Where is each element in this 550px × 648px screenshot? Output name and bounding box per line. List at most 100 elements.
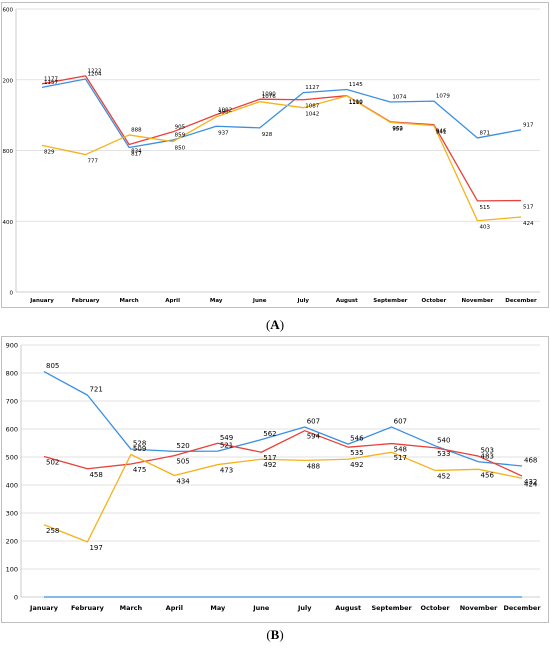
data-label: 562: [263, 430, 276, 438]
data-label: 941: [436, 130, 447, 136]
data-label: 502: [46, 458, 59, 466]
caption-a-letter: A: [270, 317, 280, 332]
data-label: 1127: [305, 85, 319, 91]
data-label: 1002: [218, 107, 232, 113]
data-label: 517: [523, 205, 534, 211]
y-tick-label: 800: [3, 149, 14, 155]
data-label: 505: [176, 458, 189, 466]
y-tick-label: 600: [6, 426, 18, 434]
data-label: 607: [307, 418, 320, 426]
data-label: 937: [218, 130, 229, 136]
x-tick-label: December: [503, 604, 541, 612]
data-label: 1177: [44, 76, 58, 82]
data-label: 1090: [262, 92, 276, 98]
caption-a: (A): [265, 317, 285, 332]
data-label: 424: [524, 480, 538, 488]
y-tick-label: 0: [14, 594, 18, 602]
data-label: 473: [220, 467, 233, 475]
data-label: 456: [481, 471, 495, 479]
data-label: 834: [131, 148, 142, 154]
data-label: 403: [479, 225, 490, 231]
data-label: 888: [131, 127, 142, 133]
data-label: 197: [89, 544, 102, 552]
data-label: 533: [437, 450, 450, 458]
data-label: 528: [133, 440, 146, 448]
x-tick-label: April: [165, 298, 180, 304]
data-label: 928: [262, 132, 273, 138]
series-line-blue: [43, 371, 523, 467]
data-label: 917: [523, 122, 534, 128]
data-label: 905: [175, 124, 186, 130]
x-tick-label: August: [336, 298, 358, 304]
data-label: 503: [481, 447, 494, 455]
data-label: 817: [131, 151, 142, 157]
chart-panel-b: 0 100 200 300 400 500 600 700 800 900 January Febru…: [1, 336, 549, 623]
data-label: 549: [220, 434, 233, 442]
data-label: 1157: [44, 80, 58, 86]
y-tick-label: 0: [10, 291, 14, 297]
data-label: 1145: [349, 82, 363, 88]
data-label: 959: [392, 126, 403, 132]
series-line-yellow: [41, 95, 522, 222]
data-label: 432: [524, 478, 537, 486]
data-label: 1087: [305, 104, 319, 110]
x-tick-label: July: [297, 298, 310, 304]
data-label: 546: [350, 435, 364, 443]
data-label: 962: [392, 126, 403, 132]
data-label: 475: [133, 466, 146, 474]
data-label: 805: [46, 362, 59, 370]
x-tick-label: October: [420, 604, 450, 612]
x-tick-label: August: [335, 604, 361, 612]
y-tick-label: 700: [6, 398, 18, 406]
data-label: 452: [437, 472, 450, 480]
x-tick-label: April: [166, 604, 183, 612]
data-label: 434: [176, 477, 190, 485]
x-tick-label: July: [297, 604, 312, 612]
data-label: 607: [394, 418, 407, 426]
data-label: 521: [220, 442, 233, 450]
y-tick-label: 100: [6, 566, 18, 574]
x-tick-label: March: [120, 604, 143, 612]
series-line-red: [43, 430, 523, 477]
data-label: 535: [350, 449, 363, 457]
y-tick-label: 900: [6, 342, 18, 350]
y-tick-label: 500: [6, 454, 18, 462]
data-label: 1222: [88, 68, 102, 74]
y-tick-label: 800: [6, 370, 18, 378]
y-tick-label: 400: [6, 482, 18, 490]
data-label: 1110: [349, 100, 363, 106]
data-label: 859: [175, 133, 186, 139]
data-label: 594: [307, 433, 321, 441]
x-tick-label: June: [252, 604, 270, 612]
y-tick-label: 1600: [2, 8, 13, 14]
data-label: 515: [479, 205, 490, 211]
x-tick-label: September: [371, 604, 412, 612]
x-tick-label: January: [29, 298, 54, 304]
x-tick-label: October: [422, 298, 447, 304]
data-label: 871: [479, 130, 490, 136]
chart-b-svg: 0 100 200 300 400 500 600 700 800 900 January Febru…: [6, 342, 542, 613]
data-label: 468: [524, 456, 537, 464]
data-label: 777: [88, 159, 99, 165]
x-tick-label: May: [210, 604, 226, 612]
data-label: 1074: [392, 95, 406, 101]
data-label: 946: [436, 129, 447, 135]
x-tick-label: January: [29, 604, 59, 612]
x-tick-label: November: [462, 298, 494, 304]
x-tick-label: May: [210, 298, 223, 304]
data-label: 492: [263, 461, 276, 469]
y-tick-label: 200: [6, 538, 18, 546]
data-label: 458: [89, 471, 102, 479]
data-label: 540: [437, 436, 450, 444]
data-label: 1204: [88, 72, 102, 78]
x-tick-label: September: [373, 298, 407, 304]
x-tick-label: June: [252, 298, 267, 304]
x-tick-label: December: [505, 298, 537, 304]
caption-b: (B): [266, 627, 284, 642]
data-label: 483: [481, 452, 494, 460]
data-label: 1109: [349, 100, 363, 106]
data-label: 1042: [305, 112, 319, 118]
data-label: 509: [133, 445, 146, 453]
x-tick-label: November: [460, 604, 498, 612]
data-label: 1076: [262, 94, 276, 100]
